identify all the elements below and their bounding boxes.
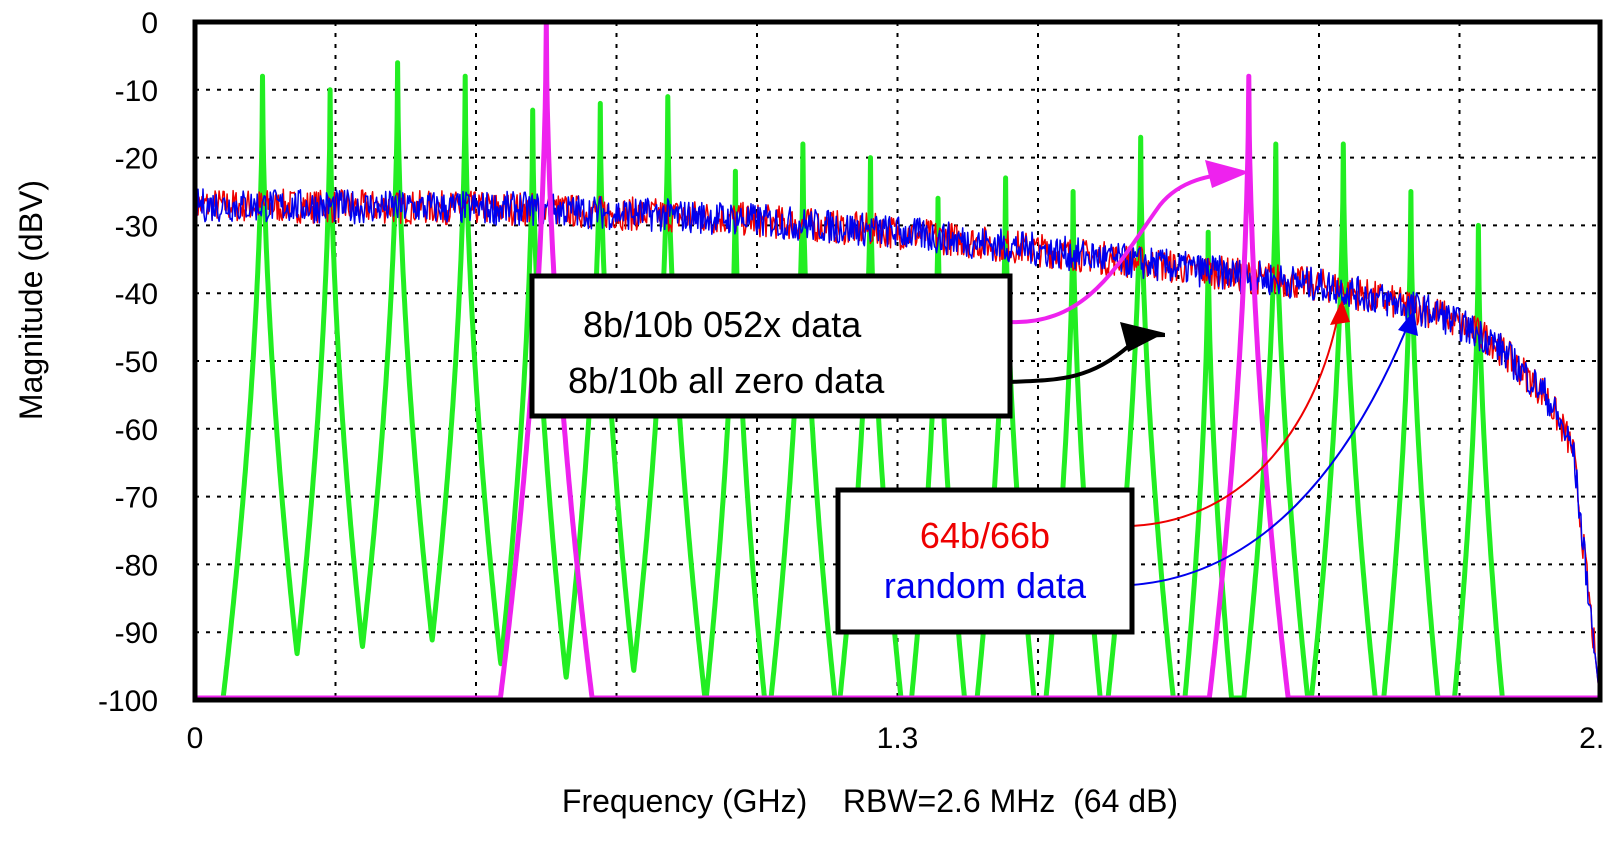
x-tick-label: 1.3 [877,722,919,755]
y-tick-label: -20 [115,143,158,176]
y-tick-label: -10 [115,75,158,108]
annotation-box-8b10b: 8b/10b 052x data 8b/10b all zero data [529,273,1013,419]
y-tick-label: -40 [115,278,158,311]
y-tick-label: 0 [141,7,158,40]
y-axis-label: Magnitude (dBV) [13,180,49,420]
x-tick-label: 0 [187,722,204,755]
arrow-random [1131,314,1413,586]
y-tick-label: -70 [115,482,158,515]
grid-lines [195,22,1600,700]
y-tick-label: -80 [115,549,158,582]
series-line-random_blue [194,188,1601,699]
x-tick-label: 2.6 [1579,722,1604,755]
plot-frame [192,19,1603,703]
annotation-box-8b10b-frame [529,273,1013,419]
label-64b66b: 64b/66b [920,515,1050,556]
y-tick-label: -50 [115,346,158,379]
annotation-box-64b66b-frame [835,487,1135,635]
y-tick-label: -30 [115,210,158,243]
label-random-data: random data [884,565,1087,606]
label-all-zero-data: 8b/10b all zero data [568,360,885,401]
arrow-052x [1009,170,1241,325]
arrowhead-052x [1205,160,1250,188]
arrowhead-64b66b [1330,300,1350,325]
arrowhead-all-zero [1120,322,1165,352]
x-tick-labels: 0 1.3 2.6 [187,722,1604,755]
annotation-box-64b66b: 64b/66b random data [835,487,1135,635]
annotation-arrows [1009,160,1418,586]
arrowhead-random [1398,310,1418,336]
y-tick-label: -100 [98,685,158,718]
x-axis-label: Frequency (GHz) RBW=2.6 MHz (64 dB) [562,783,1178,819]
y-tick-label: -90 [115,617,158,650]
y-tick-labels: 0 -10 -20 -30 -40 -50 -60 -70 -80 -90 -100 [98,7,158,718]
arrow-64b66b [1131,304,1341,527]
label-052x-data: 8b/10b 052x data [583,304,862,345]
series-line-all_zero [193,60,1602,701]
y-tick-label: -60 [115,414,158,447]
